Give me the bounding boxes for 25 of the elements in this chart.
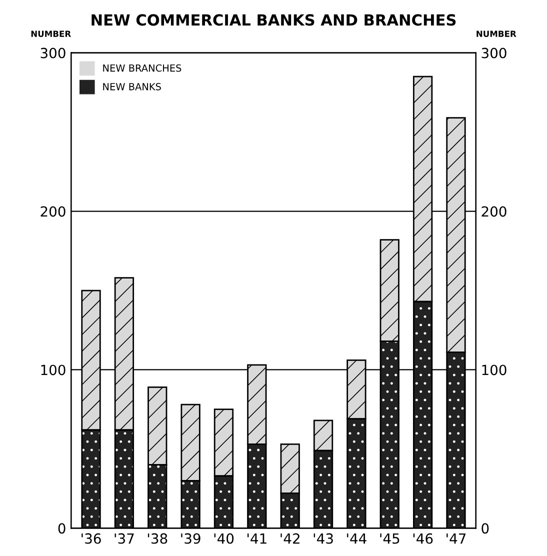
x-tick-label: '43 bbox=[314, 533, 333, 544]
y-tick-label: 100 bbox=[41, 364, 66, 376]
x-tick-label: '38 bbox=[148, 533, 168, 544]
x-tick-label: '47 bbox=[446, 533, 466, 544]
chart-title: NEW COMMERCIAL BANKS AND BRANCHES bbox=[92, 14, 456, 26]
x-tick-label: '42 bbox=[280, 533, 300, 544]
x-tick-label: '40 bbox=[214, 533, 234, 544]
y-tick-label: 0 bbox=[58, 523, 66, 534]
x-tick-label: '39 bbox=[181, 533, 200, 544]
y-tick-label: 300 bbox=[40, 48, 66, 58]
legend-label: NEW BANKS bbox=[103, 82, 161, 90]
legend-label: NEW BRANCHES bbox=[103, 64, 182, 72]
x-tick-label: '46 bbox=[413, 533, 433, 544]
x-tick-label: '37 bbox=[114, 533, 134, 544]
y-axis-title: NUMBER bbox=[31, 30, 71, 37]
y2-tick-label: 200 bbox=[482, 206, 506, 217]
y-tick-label: 200 bbox=[40, 206, 66, 217]
x-tick-label: '41 bbox=[248, 533, 266, 544]
x-tick-label: '44 bbox=[347, 533, 366, 544]
y2-tick-label: 0 bbox=[482, 523, 489, 534]
x-tick-label: '36 bbox=[82, 533, 101, 544]
y2-tick-label: 100 bbox=[482, 364, 506, 376]
x-tick-label: '45 bbox=[380, 533, 400, 544]
y2-axis-title: NUMBER bbox=[476, 30, 516, 37]
y2-tick-label: 300 bbox=[482, 48, 506, 58]
